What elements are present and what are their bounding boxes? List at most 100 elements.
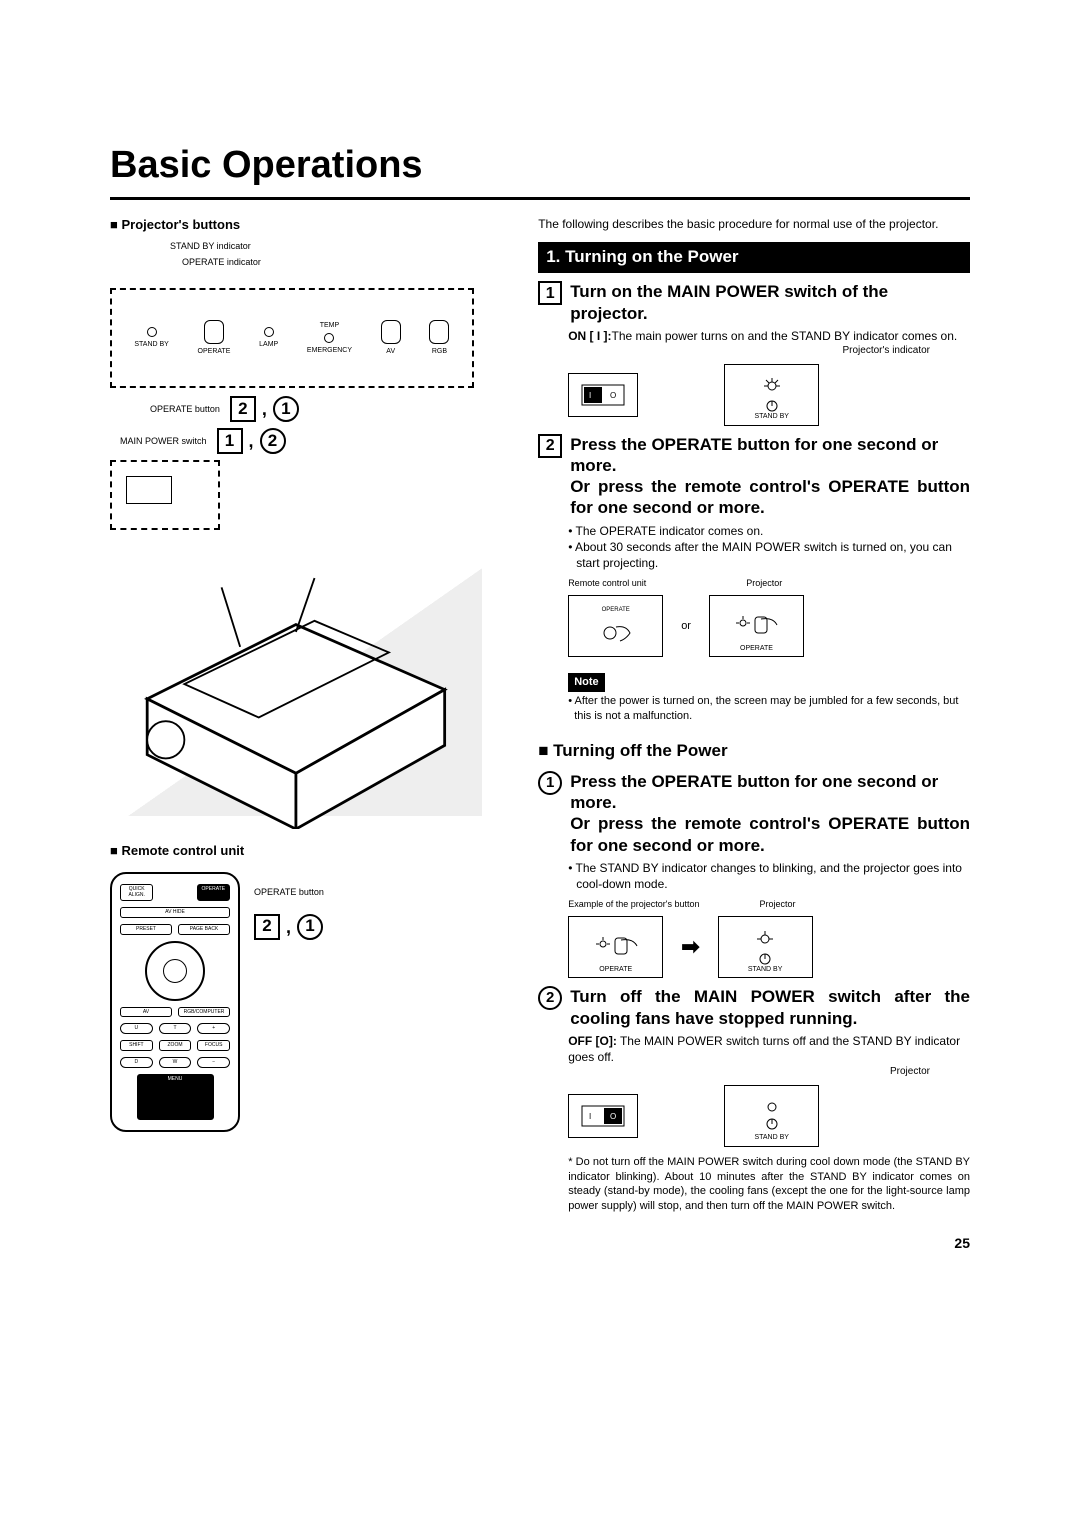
fig-operate-label: OPERATE — [569, 965, 662, 974]
projector-buttons-heading: ■ Projector's buttons — [110, 216, 514, 234]
remote-av: AV — [120, 1007, 172, 1018]
step-2-off-body: OFF [O]: The MAIN POWER switch turns off… — [568, 1033, 970, 1065]
panel-lbl-operate: OPERATE — [198, 347, 231, 356]
page-number: 25 — [538, 1234, 970, 1253]
remote-control-diagram: QUICK ALIGN. OPERATE AV HIDE PRESET PAGE… — [110, 872, 240, 1132]
step-2-off-text: Turn off the MAIN POWER switch after the… — [570, 986, 970, 1029]
fig-remote-label: Remote control unit — [568, 577, 646, 589]
remote-focus: FOCUS — [197, 1040, 230, 1051]
fig-standby-blink: STAND BY — [718, 916, 813, 978]
svg-text:O: O — [610, 1112, 616, 1121]
fig-standby-off: STAND BY — [724, 1085, 819, 1147]
fig-standby-label-3: STAND BY — [725, 1133, 818, 1142]
note-body: • After the power is turned on, the scre… — [568, 694, 970, 724]
remote-control-heading: ■ Remote control unit — [110, 842, 514, 860]
proj-indicator-caption: Projector's indicator — [568, 344, 930, 358]
standby-indicator-label: STAND BY indicator — [170, 240, 514, 252]
main-power-switch-diagram — [110, 460, 220, 530]
fig-switch-on: IO — [568, 373, 638, 417]
page-title: Basic Operations — [110, 140, 970, 200]
operate-indicator-label: OPERATE indicator — [182, 256, 514, 268]
step-1-text: Turn on the MAIN POWER switch of the pro… — [570, 281, 970, 324]
remote-preset: PRESET — [120, 924, 172, 935]
step-2-text-b: Or press the remote control's OPERATE bu… — [570, 476, 970, 519]
seq-circ-1b: 1 — [297, 914, 323, 940]
on-label: ON [ I ]: — [568, 329, 611, 343]
projector-isometric-diagram — [110, 526, 482, 816]
step-2-off-figures: IO STAND BY — [568, 1085, 970, 1147]
fig-standby-label: STAND BY — [725, 412, 818, 421]
seq-box-2: 2 — [230, 396, 256, 422]
fig-example-button-label: Example of the projector's button — [568, 898, 699, 910]
step-1-off-text-b: Or press the remote control's OPERATE bu… — [570, 813, 970, 856]
section-turning-off: ■ Turning off the Power — [538, 740, 970, 763]
step-1-off: 1 Press the OPERATE button for one secon… — [538, 771, 970, 856]
fig-projector-label: Projector — [746, 577, 782, 589]
step-1-body: ON [ I ]:The main power turns on and the… — [568, 328, 970, 344]
step-1-figures: IO STAND BY — [568, 364, 970, 426]
fig-standby-label-2: STAND BY — [719, 965, 812, 974]
fig-operate-press: OPERATE — [568, 916, 663, 978]
fig-projector-label-3: Projector — [568, 1065, 930, 1079]
remote-av-hide: AV HIDE — [120, 907, 230, 918]
or-text: or — [681, 619, 691, 634]
svg-text:I: I — [589, 1112, 591, 1121]
remote-rgb: RGB/COMPUTER — [178, 1007, 230, 1018]
fig-projector-press: OPERATE — [709, 595, 804, 657]
seq-circ-2: 2 — [260, 428, 286, 454]
note-chip: Note — [568, 673, 604, 692]
operate-button-sequence: 2, 1 — [230, 396, 299, 422]
step-2-on: 2 Press the OPERATE button for one secon… — [538, 434, 970, 519]
step-2-off-marker: 2 — [538, 986, 562, 1010]
step-1-off-figures: OPERATE ➡ STAND BY — [568, 916, 970, 978]
fig-proj-op-label: OPERATE — [710, 644, 803, 653]
off-label: OFF [O]: — [568, 1034, 617, 1048]
panel-lbl-temp: TEMP — [320, 321, 339, 330]
control-panel-diagram: STAND BY OPERATE LAMP TEMP EMERGENCY AV R… — [110, 288, 474, 388]
step-1-off-text: Press the OPERATE button for one second … — [570, 771, 970, 814]
arrow-icon: ➡ — [681, 932, 699, 962]
fig-projector-label-2: Projector — [759, 898, 795, 910]
svg-text:O: O — [610, 391, 616, 400]
remote-quick-align: QUICK ALIGN. — [120, 884, 153, 902]
two-column-layout: ■ Projector's buttons STAND BY indicator… — [110, 216, 970, 1253]
on-desc: The main power turns on and the STAND BY… — [612, 329, 958, 343]
step-2-figures: OPERATE or OPERATE — [568, 595, 970, 657]
fig-remote-op-label: OPERATE — [602, 606, 630, 614]
step-2-bullet-1: • The OPERATE indicator comes on. — [568, 523, 970, 539]
step-1-on: 1 Turn on the MAIN POWER switch of the p… — [538, 281, 970, 324]
panel-lbl-standby: STAND BY — [134, 340, 169, 349]
remote-spacer — [159, 884, 190, 902]
fig-remote-press: OPERATE — [568, 595, 663, 657]
step-2-text: Press the OPERATE button for one second … — [570, 434, 970, 477]
step-1-off-bullet: • The STAND BY indicator changes to blin… — [568, 860, 970, 892]
panel-lbl-av: AV — [386, 347, 395, 356]
step-2-marker: 2 — [538, 434, 562, 458]
main-power-switch-label: MAIN POWER switch — [120, 435, 207, 447]
main-power-sequence: 1, 2 — [217, 428, 286, 454]
right-column: The following describes the basic proced… — [538, 216, 970, 1253]
step-2-off: 2 Turn off the MAIN POWER switch after t… — [538, 986, 970, 1029]
remote-operate-sequence: 2, 1 — [254, 914, 323, 940]
step-1-marker: 1 — [538, 281, 562, 305]
panel-lbl-rgb: RGB — [432, 347, 447, 356]
fig-standby-indicator: STAND BY — [724, 364, 819, 426]
off-desc: The MAIN POWER switch turns off and the … — [568, 1034, 960, 1064]
operate-button-label: OPERATE button — [150, 403, 220, 415]
remote-shift: SHIFT — [120, 1040, 153, 1051]
panel-lbl-lamp: LAMP — [259, 340, 278, 349]
remote-menu: MENU — [137, 1074, 214, 1120]
seq-box-1: 1 — [217, 428, 243, 454]
section-turning-on: 1. Turning on the Power — [538, 242, 970, 273]
fig-switch-off: IO — [568, 1094, 638, 1138]
intro-text: The following describes the basic proced… — [538, 216, 970, 232]
seq-circ-1: 1 — [273, 396, 299, 422]
seq-box-2b: 2 — [254, 914, 280, 940]
remote-operate: OPERATE — [197, 884, 230, 902]
remote-zoom: ZOOM — [159, 1040, 192, 1051]
svg-text:I: I — [589, 391, 591, 400]
step-1-off-marker: 1 — [538, 771, 562, 795]
footnote: * Do not turn off the MAIN POWER switch … — [568, 1155, 970, 1214]
panel-lbl-emergency: EMERGENCY — [307, 346, 352, 355]
remote-operate-button-label: OPERATE button — [254, 886, 324, 898]
